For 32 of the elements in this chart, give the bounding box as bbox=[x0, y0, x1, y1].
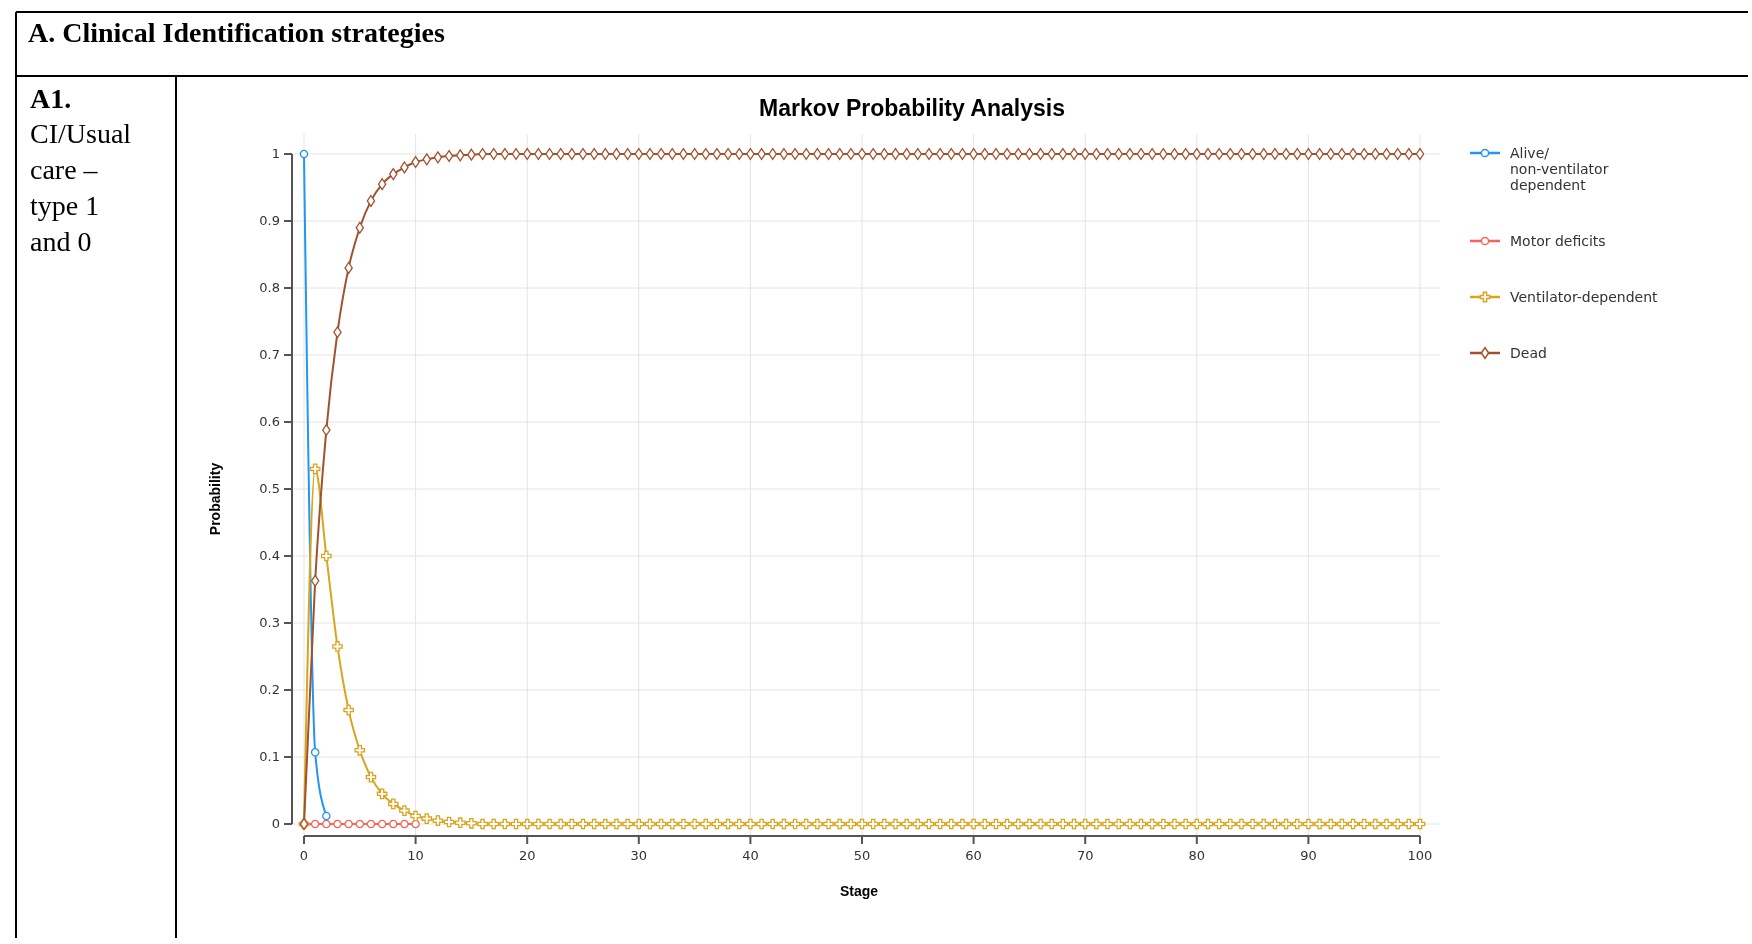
x-tick-label: 90 bbox=[1300, 848, 1317, 863]
y-tick-label: 0.8 bbox=[259, 280, 280, 295]
legend-label: Motor deficits bbox=[1510, 233, 1606, 249]
text: CI/Usual care – type 1 and 0 bbox=[30, 118, 132, 257]
legend-label: Ventilator-dependent bbox=[1510, 289, 1659, 305]
text: A. Clinical Identification strategies bbox=[28, 17, 445, 48]
legend-label: Alive/non-ventilator dependent bbox=[1510, 145, 1609, 193]
y-tick-label: 0 bbox=[271, 816, 280, 831]
y-tick-label: 0.7 bbox=[259, 347, 280, 362]
x-tick-label: 70 bbox=[1076, 848, 1094, 863]
y-tick-label: 0.4 bbox=[259, 548, 280, 563]
y-tick-label: 1 bbox=[271, 146, 280, 161]
y-tick-label: 0.2 bbox=[259, 682, 280, 697]
x-tick-label: 60 bbox=[965, 848, 982, 863]
x-tick-label: 100 bbox=[1407, 848, 1433, 863]
y-tick-label: 0.1 bbox=[259, 749, 280, 764]
x-tick-label: 0 bbox=[299, 848, 309, 863]
x-tick-label: 10 bbox=[407, 848, 424, 863]
y-tick-label: 0.5 bbox=[259, 481, 280, 496]
y-tick-label: 0.3 bbox=[259, 615, 280, 630]
x-tick-label: 80 bbox=[1188, 848, 1206, 863]
x-tick-label: 40 bbox=[742, 848, 759, 863]
y-tick-label: 0.6 bbox=[259, 414, 280, 429]
y-tick-label: 0.9 bbox=[259, 213, 280, 228]
legend-label: Dead bbox=[1510, 345, 1547, 361]
text: A1. bbox=[30, 83, 72, 114]
x-tick-label: 20 bbox=[518, 848, 536, 863]
chart-title: Markov Probability Analysis bbox=[759, 95, 1065, 121]
x-tick-label: 50 bbox=[853, 848, 871, 863]
x-tick-label: 30 bbox=[630, 848, 648, 863]
y-axis-title: Probability bbox=[207, 462, 223, 536]
x-axis-title: Stage bbox=[839, 883, 879, 899]
